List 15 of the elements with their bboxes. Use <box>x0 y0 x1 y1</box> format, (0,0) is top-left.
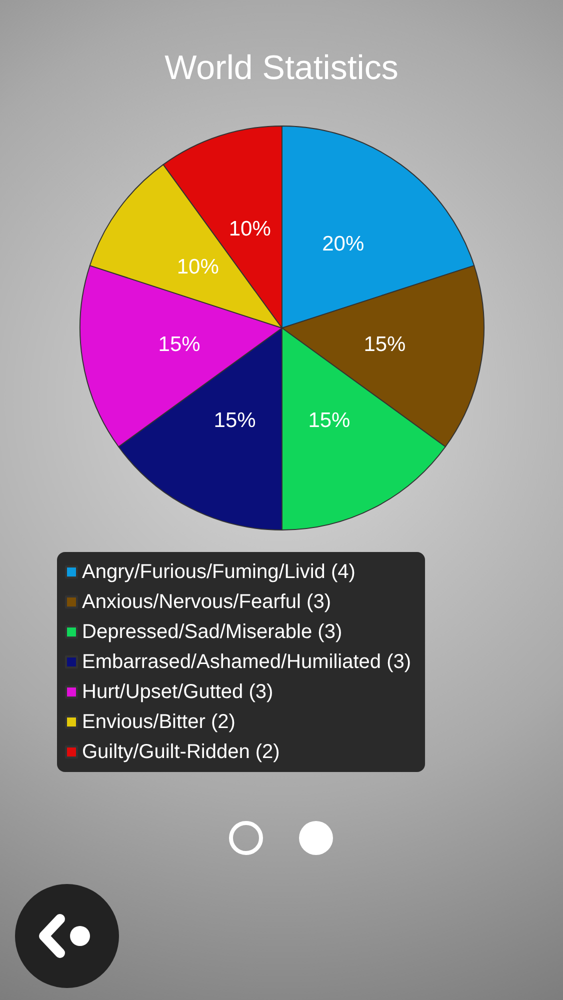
data-label: 15% <box>158 332 200 356</box>
data-label: 15% <box>214 409 256 432</box>
legend-label: Envious/Bitter (2) <box>82 711 236 733</box>
legend-label: Embarrased/Ashamed/Humiliated (3) <box>82 651 412 673</box>
legend-label: Anxious/Nervous/Fearful (3) <box>82 591 331 613</box>
data-label: 20% <box>322 232 364 256</box>
legend-label: Hurt/Upset/Gutted (3) <box>82 681 274 703</box>
data-label: 15% <box>308 409 350 432</box>
data-label: 15% <box>364 332 406 356</box>
chart-title: World Statistics <box>164 49 398 87</box>
legend-label: Depressed/Sad/Miserable (3) <box>82 621 342 643</box>
legend-label: Guilty/Guilt-Ridden (2) <box>82 741 280 763</box>
data-label: 10% <box>228 218 271 241</box>
legend-label: Angry/Furious/Fuming/Livid (4) <box>82 561 356 583</box>
data-label: 10% <box>176 255 219 278</box>
